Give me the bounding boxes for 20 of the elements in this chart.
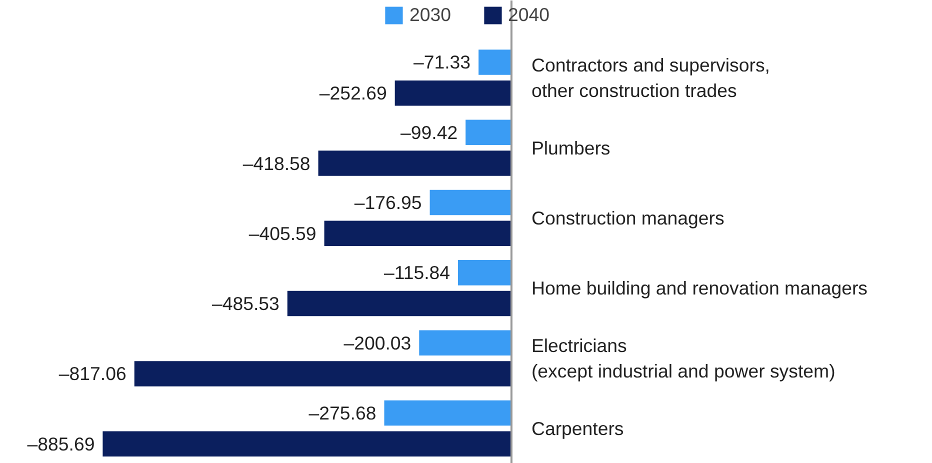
- legend-label: 2040: [508, 4, 550, 26]
- y-tick-label: Home building and renovation managers: [531, 278, 868, 299]
- data-label: –275.68: [308, 402, 376, 424]
- y-tick-label: Carpenters: [531, 418, 624, 439]
- y-tick-label: Construction managers: [531, 207, 724, 228]
- data-label: –418.58: [242, 152, 310, 174]
- legend-label: 2030: [409, 4, 451, 26]
- data-label: –71.33: [413, 52, 471, 73]
- y-tick-label: Plumbers: [531, 137, 610, 158]
- data-label: –885.69: [27, 433, 95, 454]
- data-label: –817.06: [58, 363, 126, 384]
- data-label: –252.69: [319, 82, 387, 104]
- data-label: –176.95: [354, 192, 422, 214]
- data-label: –200.03: [344, 332, 412, 354]
- data-label: –115.84: [384, 262, 450, 284]
- data-label: –485.53: [212, 293, 280, 314]
- y-tick-label: Electricians (except industrial and power system): [531, 335, 836, 382]
- data-label: –405.59: [248, 222, 316, 244]
- data-label: –99.42: [400, 122, 458, 143]
- y-tick-label: Contractors and supervisors, other construction trades: [531, 54, 770, 101]
